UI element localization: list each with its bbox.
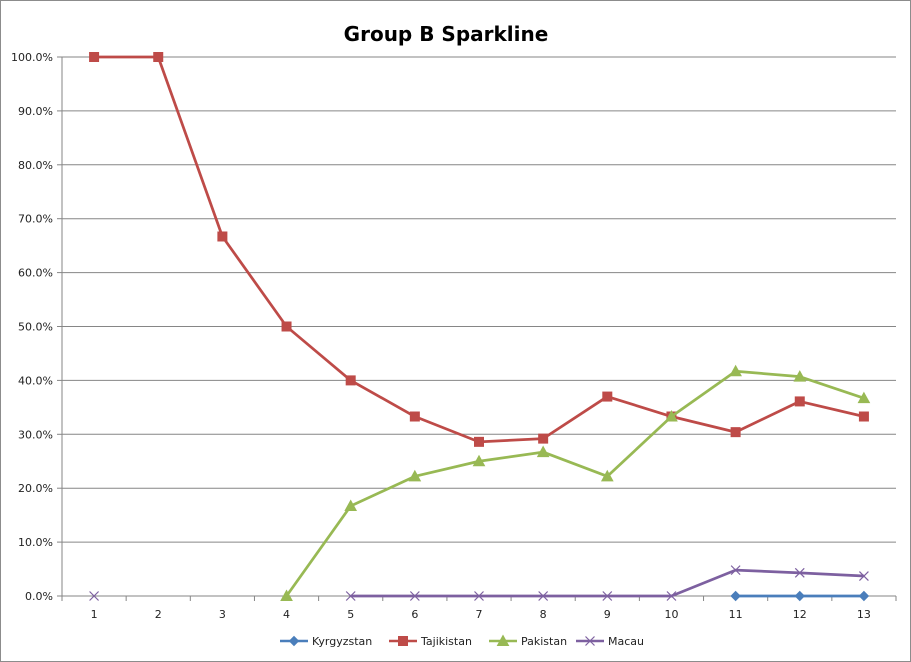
chart-title: Group B Sparkline <box>344 22 549 46</box>
y-tick-label: 100.0% <box>11 51 53 64</box>
x-tick-label: 7 <box>476 608 483 621</box>
data-point-macau <box>730 565 741 576</box>
legend-marker-macau <box>585 636 595 646</box>
data-point-macau <box>538 591 549 601</box>
x-tick-label: 2 <box>155 608 162 621</box>
legend-label-pakistan: Pakistan <box>521 635 567 648</box>
x-tick-label: 6 <box>411 608 418 621</box>
x-tick-label: 12 <box>793 608 807 621</box>
data-point-tajikistan <box>409 411 420 422</box>
series-group <box>89 52 871 602</box>
data-point-tajikistan <box>730 427 741 438</box>
data-point-pakistan <box>600 469 614 482</box>
legend-entry-macau: Macau <box>576 635 644 648</box>
x-tick-label: 1 <box>91 608 98 621</box>
x-tick-label: 10 <box>664 608 678 621</box>
y-tick-label: 70.0% <box>18 213 53 226</box>
x-tick-label: 11 <box>729 608 743 621</box>
data-point-tajikistan <box>281 321 292 332</box>
y-tick-label: 40.0% <box>18 374 53 387</box>
y-tick-label: 50.0% <box>18 321 53 334</box>
data-point-kyrgyzstan <box>730 590 741 602</box>
legend-entry-tajikistan: Tajikistan <box>389 635 472 648</box>
data-point-tajikistan <box>217 231 228 242</box>
data-point-pakistan <box>280 589 293 601</box>
data-point-pakistan <box>344 499 358 511</box>
x-tick-label: 4 <box>283 608 290 621</box>
data-point-pakistan <box>408 469 422 482</box>
series-line-pakistan <box>285 369 865 597</box>
data-point-macau <box>858 571 869 581</box>
gridlines <box>62 56 896 543</box>
data-point-macau <box>794 567 805 578</box>
y-tick-label: 0.0% <box>25 590 53 603</box>
data-point-kyrgyzstan <box>794 590 805 602</box>
legend: Kyrgyzstan Tajikistan Pakistan Macau <box>280 634 644 648</box>
y-tick-label: 90.0% <box>18 105 53 118</box>
legend-label-macau: Macau <box>608 635 644 648</box>
data-point-macau <box>345 591 356 601</box>
data-point-macau <box>409 591 420 601</box>
data-point-tajikistan <box>538 433 549 444</box>
data-point-tajikistan <box>858 411 869 422</box>
axes: 0.0% 10.0% 20.0% 30.0% 40.0% 50.0% 60.0% 70.0% 8… <box>11 51 897 621</box>
data-point-pakistan <box>729 364 742 377</box>
data-point-kyrgyzstan <box>858 590 870 602</box>
legend-marker-pakistan <box>496 634 510 646</box>
data-point-pakistan <box>793 370 807 382</box>
legend-entry-kyrgyzstan: Kyrgyzstan <box>280 635 372 648</box>
y-tick-label: 30.0% <box>18 428 53 441</box>
data-point-pakistan <box>536 445 550 458</box>
y-tick-label: 10.0% <box>18 536 53 549</box>
data-point-tajikistan <box>345 375 356 386</box>
series-line-macau <box>350 568 864 598</box>
data-point-tajikistan <box>153 52 164 62</box>
legend-marker-kyrgyzstan <box>288 635 300 647</box>
series-line-tajikistan <box>94 55 865 444</box>
data-point-tajikistan <box>794 396 805 407</box>
data-point-tajikistan <box>602 391 613 402</box>
legend-entry-pakistan: Pakistan <box>489 634 567 648</box>
x-tick-label: 5 <box>347 608 354 621</box>
x-tick-label: 13 <box>857 608 871 621</box>
data-point-pakistan <box>857 391 871 404</box>
data-point-pakistan <box>665 409 678 422</box>
data-point-macau <box>602 591 613 601</box>
legend-label-kyrgyzstan: Kyrgyzstan <box>312 635 372 648</box>
data-point-pakistan <box>472 454 486 467</box>
series-kyrgyzstan <box>730 590 870 602</box>
y-tick-label: 80.0% <box>18 159 53 172</box>
legend-marker-tajikistan <box>398 636 408 646</box>
y-tick-label: 60.0% <box>18 267 53 280</box>
series-pakistan <box>280 364 871 601</box>
data-point-macau <box>89 591 100 601</box>
series-tajikistan <box>89 52 869 447</box>
x-tick-label: 9 <box>604 608 611 621</box>
y-tick-label: 20.0% <box>18 482 53 495</box>
data-point-macau <box>666 591 677 601</box>
data-point-tajikistan <box>474 436 484 447</box>
x-tick-label: 8 <box>540 608 547 621</box>
legend-label-tajikistan: Tajikistan <box>420 635 472 648</box>
data-point-tajikistan <box>89 52 100 62</box>
series-macau <box>89 565 869 601</box>
x-tick-label: 3 <box>219 608 226 621</box>
data-point-macau <box>474 591 484 601</box>
